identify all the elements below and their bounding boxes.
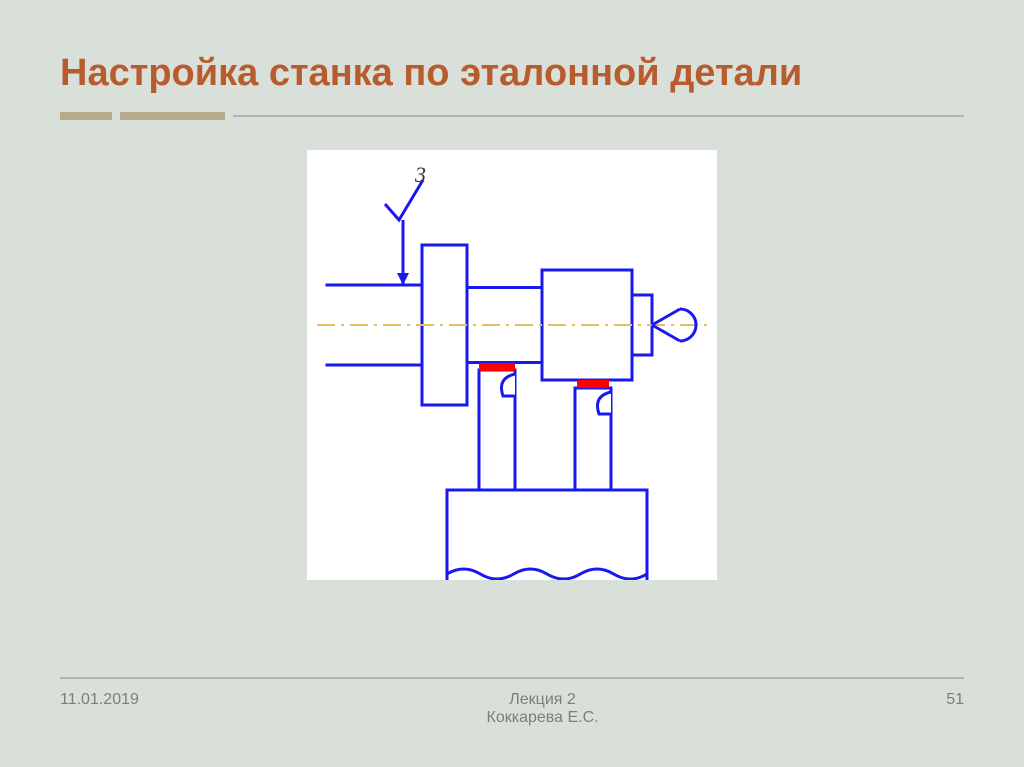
rule-accent-block: [60, 112, 112, 120]
rule-accent-block: [120, 112, 225, 120]
rule-line: [233, 115, 964, 117]
footer-center: Лекция 2 Коккарева Е.С.: [487, 691, 599, 727]
diagram-svg: 3: [307, 150, 717, 580]
technical-diagram: 3: [307, 150, 717, 580]
footer-page-number: 51: [946, 691, 964, 709]
figure-area: 3: [60, 150, 964, 580]
footer-lecture: Лекция 2: [487, 691, 599, 709]
footer-rule: [60, 677, 964, 679]
slide: Настройка станка по эталонной детали 3 1…: [0, 0, 1024, 767]
svg-text:3: 3: [414, 162, 426, 187]
title-rule: [60, 112, 964, 120]
slide-title: Настройка станка по эталонной детали: [60, 50, 964, 98]
footer: 11.01.2019 Лекция 2 Коккарева Е.С. 51: [60, 691, 964, 727]
footer-date: 11.01.2019: [60, 691, 139, 709]
footer-author: Коккарева Е.С.: [487, 709, 599, 727]
